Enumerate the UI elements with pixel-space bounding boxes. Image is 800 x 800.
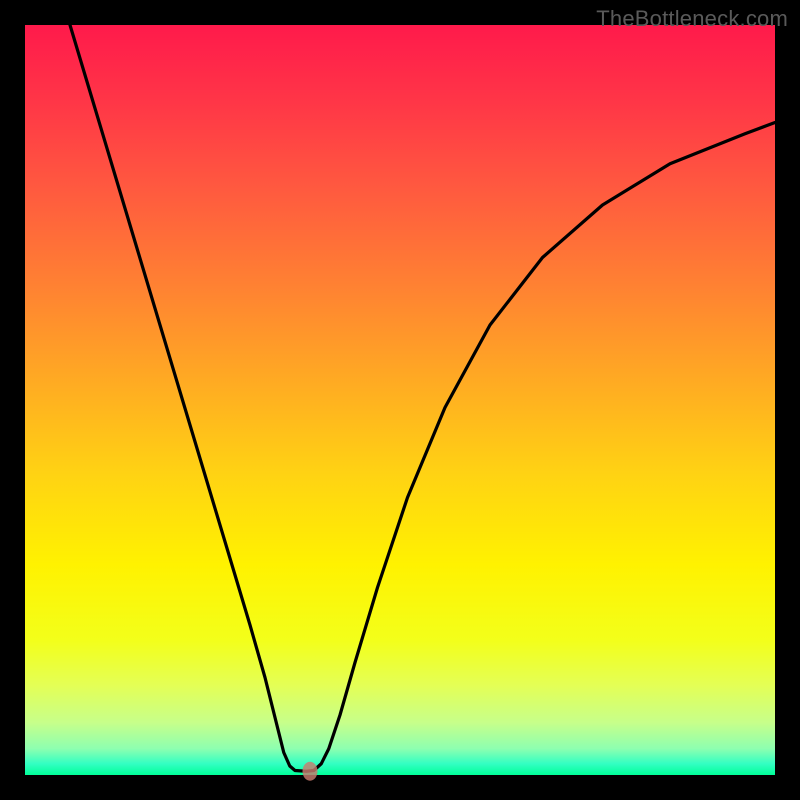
watermark-label: TheBottleneck.com	[596, 6, 788, 32]
bottleneck-figure: TheBottleneck.com	[0, 0, 800, 800]
chart-canvas	[0, 0, 800, 800]
min-marker	[303, 762, 318, 781]
plot-area	[25, 25, 775, 775]
